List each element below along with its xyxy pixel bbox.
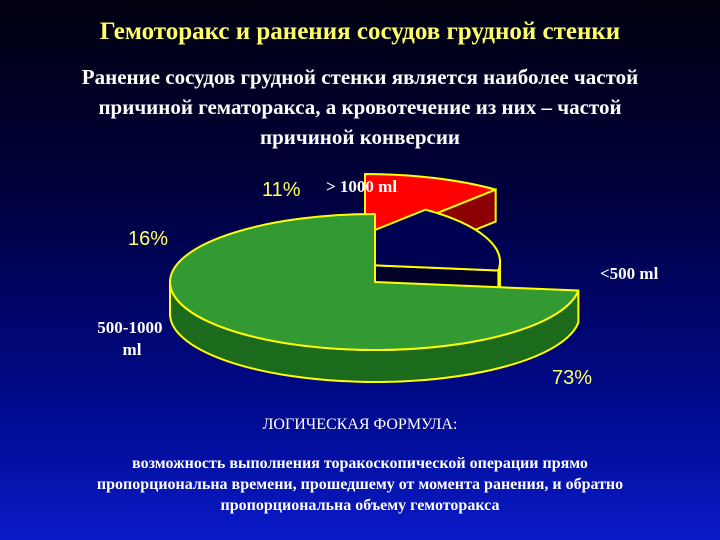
- formula-heading: ЛОГИЧЕСКАЯ ФОРМУЛА:: [262, 416, 458, 433]
- slide-subtitle: Ранение сосудов грудной стенки является …: [20, 62, 700, 152]
- subtitle-line: причиной гематоракса, а кровотечение из …: [98, 95, 622, 119]
- formula-text: возможность выполнения торакоскопической…: [10, 453, 710, 516]
- formula-line: пропорциональна объему гемоторакса: [220, 497, 500, 514]
- percent-label-medium: 16%: [128, 228, 168, 250]
- formula-line: возможность выполнения торакоскопической…: [132, 455, 588, 472]
- category-label-large: > 1000 ml: [326, 177, 397, 196]
- percent-label-large: 11%: [262, 179, 301, 201]
- formula-line: пропорциональна времени, прошедшему от м…: [96, 476, 624, 493]
- category-label-small: <500 ml: [600, 264, 659, 283]
- slide-title: Гемоторакс и ранения сосудов грудной сте…: [99, 18, 621, 45]
- percent-label-small: 73%: [552, 367, 592, 389]
- subtitle-line: Ранение сосудов грудной стенки является …: [81, 65, 639, 89]
- subtitle-line: причиной конверсии: [259, 125, 461, 149]
- category-label-medium: 500-1000 ml: [97, 318, 166, 359]
- pie-slice-small: [169, 213, 580, 351]
